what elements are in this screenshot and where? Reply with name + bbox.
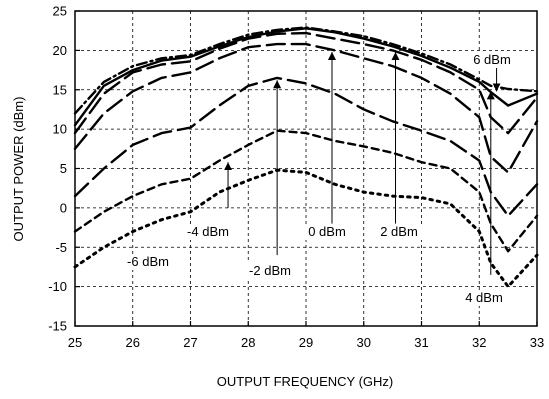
x-tick-label: 29 — [299, 335, 313, 350]
y-tick-label: 20 — [53, 43, 67, 58]
annotation-label-bg — [301, 224, 353, 240]
y-axis-label: OUTPUT POWER (dBm) — [11, 97, 26, 242]
series-line — [73, 26, 539, 115]
annotation-label-bg — [122, 254, 174, 270]
annotation-label: -2 dBm — [249, 263, 291, 278]
y-tick-label: -10 — [48, 279, 67, 294]
annotation-label: 6 dBm — [473, 52, 511, 67]
series-line — [73, 129, 539, 253]
annotation-label-bg — [244, 263, 296, 279]
y-tick-label: 5 — [60, 161, 67, 176]
x-tick-label: 25 — [68, 335, 82, 350]
y-tick-label: 25 — [53, 4, 67, 19]
grid — [75, 11, 537, 326]
y-tick-label: 0 — [60, 200, 67, 215]
annotation-label: -6 dBm — [127, 254, 169, 269]
series-line — [73, 31, 539, 135]
series-line — [73, 168, 539, 289]
x-axis-label: OUTPUT FREQUENCY (GHz) — [217, 374, 393, 389]
annotation-label: 0 dBm — [308, 224, 346, 239]
annotation-label-bg — [373, 224, 425, 240]
y-tick-label: -5 — [55, 240, 67, 255]
series-lines — [73, 26, 539, 289]
annotation-label: 2 dBm — [380, 224, 418, 239]
x-tick-label: 31 — [414, 335, 428, 350]
y-tick-label: 15 — [53, 82, 67, 97]
annotation-label: 4 dBm — [465, 290, 503, 305]
y-tick-label: 10 — [53, 122, 67, 137]
series-line — [73, 42, 539, 174]
x-tick-label: 28 — [241, 335, 255, 350]
annotation-label-bg — [466, 52, 518, 68]
x-tick-label: 33 — [530, 335, 544, 350]
x-tick-label: 30 — [357, 335, 371, 350]
series-line — [73, 76, 539, 218]
x-tick-label: 27 — [183, 335, 197, 350]
x-tick-label: 32 — [472, 335, 486, 350]
annotations: 6 dBm 4 dBm 2 dBm 0 dBm -2 dBm -4 dBm -6 dBm — [122, 51, 518, 306]
annotation-label-bg — [458, 290, 510, 306]
axis-ticks: 25 26 27 28 29 30 31 32 33 -15 -10 -5 0 5 10 15 20 25 — [48, 4, 544, 351]
annotation-label-bg — [182, 224, 234, 240]
annotation-label: -4 dBm — [187, 224, 229, 239]
y-tick-label: -15 — [48, 319, 67, 334]
x-tick-label: 26 — [126, 335, 140, 350]
